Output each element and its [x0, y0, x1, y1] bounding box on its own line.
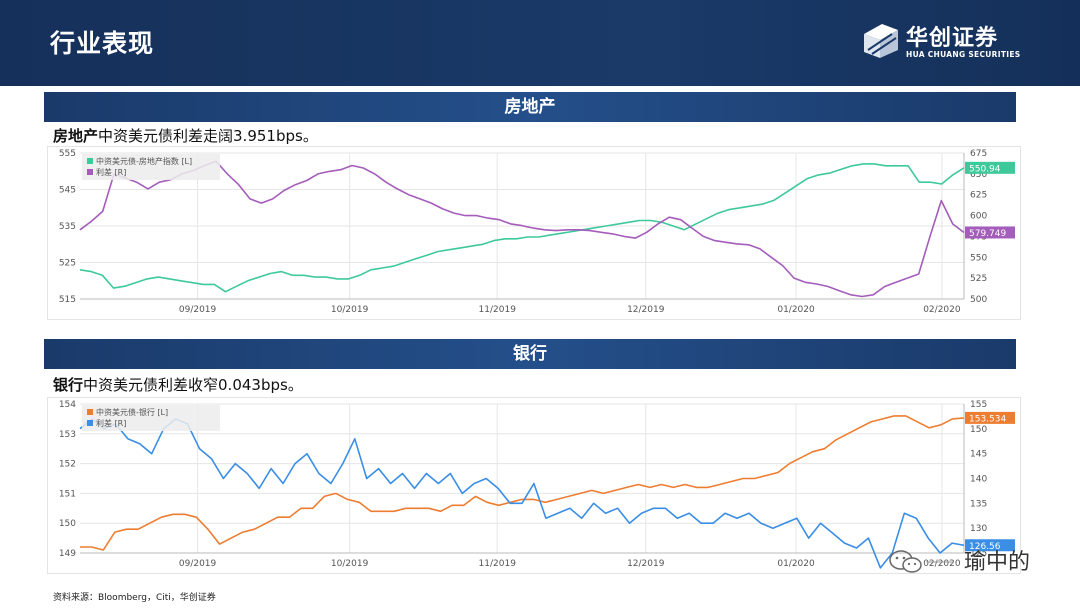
legend-swatch-1 [87, 420, 93, 426]
x-tick-label: 12/2019 [627, 305, 665, 315]
logo-text-cn: 华创证券 [906, 26, 999, 51]
page-title: 行业表现 [50, 29, 155, 58]
series-line-0 [80, 415, 965, 551]
y-left-tick-label: 555 [59, 149, 76, 159]
series-line-1 [79, 160, 965, 298]
legend: 中资美元债-银行 [L]利差 [R] [82, 405, 220, 431]
y-left-tick-label: 545 [59, 186, 76, 196]
y-right-tick-label: 525 [970, 274, 987, 284]
chart-bank-svg: 149 150 151 152 153 154 125 130 135 140 145 150 155 0… [59, 400, 1015, 569]
y-left-tick-label: 153 [59, 430, 76, 440]
last-value-label: 579.749 [969, 229, 1006, 239]
x-tick-label: 09/2019 [179, 559, 217, 569]
x-tick-label: 12/2019 [627, 559, 665, 569]
x-tick-label: 02/2020 [923, 305, 961, 315]
y-right-tick-label: 125 [970, 549, 987, 559]
y-left-tick-label: 152 [59, 460, 76, 470]
legend: 中资美元债-房地产指数 [L]利差 [R] [82, 154, 220, 180]
logo-text-en: HUA CHUANG SECURITIES [906, 50, 1021, 59]
legend-box [82, 405, 220, 431]
header-bar: 行业表现 华创证券 HUA CHUANG SECURITIES [0, 0, 1080, 86]
y-left-tick-label: 149 [59, 549, 76, 559]
chart-real-estate: 5155255355455555005255505756006256506750… [47, 146, 1021, 320]
source-note: 资料来源：Bloomberg，Citi，华创证券 [53, 593, 216, 603]
y-right-tick-label: 500 [970, 295, 987, 305]
y-right-tick-label: 155 [970, 400, 987, 410]
y-right-tick-label: 550 [970, 253, 987, 263]
chart-real-estate-svg: 5155255355455555005255505756006256506750… [59, 149, 1015, 315]
caption-bold: 银行 [53, 376, 84, 394]
y-right-tick-label: 650 [970, 170, 987, 180]
company-logo: 华创证券 HUA CHUANG SECURITIES [862, 20, 1032, 64]
caption-real-estate: 房地产中资美元债利差走阔3.951bps。 [53, 125, 318, 146]
y-right-tick-label: 600 [970, 212, 987, 222]
wechat-icon [889, 550, 954, 573]
x-tick-label: 02/2020 [923, 559, 961, 569]
chart-bank: 149 150 151 152 153 154 125 130 135 140 145 150 155 0… [47, 397, 1021, 574]
legend-swatch-0 [87, 158, 93, 164]
y-left-tick-label: 525 [59, 259, 76, 269]
caption-text: 中资美元债利差走阔3.951bps。 [98, 127, 318, 145]
x-tick-label: 01/2020 [777, 305, 815, 315]
y-right-tick-label: 675 [970, 149, 987, 159]
y-right-tick-label: 140 [970, 475, 987, 485]
x-tick-label: 11/2019 [479, 559, 517, 569]
y-left-tick-label: 151 [59, 489, 76, 499]
x-tick-label: 10/2019 [331, 305, 369, 315]
last-value-label: 126.56 [969, 542, 1001, 552]
y-right-tick-label: 150 [970, 425, 987, 435]
logo-icon [864, 24, 898, 58]
legend-label-1: 利差 [R] [96, 167, 126, 177]
y-right-tick-label: 625 [970, 191, 987, 201]
section-band-bank: 银行 [44, 339, 1016, 369]
legend-swatch-1 [87, 169, 93, 175]
section-band-real-estate: 房地产 [44, 92, 1016, 122]
legend-label-1: 利差 [R] [96, 418, 126, 428]
x-tick-label: 01/2020 [777, 559, 815, 569]
series-line-1 [79, 418, 965, 569]
x-tick-label: 09/2019 [179, 305, 217, 315]
legend-label-0: 中资美元债-银行 [L] [96, 407, 168, 417]
y-right-tick-label: 145 [970, 450, 987, 460]
caption-bold: 房地产 [53, 127, 99, 145]
y-left-tick-label: 515 [59, 295, 76, 305]
y-right-tick-label: 130 [970, 524, 987, 534]
y-right-tick-label: 135 [970, 499, 987, 509]
y-left-tick-label: 150 [59, 519, 76, 529]
x-tick-label: 11/2019 [479, 305, 517, 315]
legend-box [82, 154, 220, 180]
watermark-text: 瑜中的 [964, 550, 1031, 575]
last-value-tag [965, 539, 1015, 552]
legend-label-0: 中资美元债-房地产指数 [L] [96, 156, 192, 166]
caption-text: 中资美元债利差收窄0.043bps。 [83, 376, 303, 394]
last-value-label: 550.94 [969, 164, 1001, 174]
y-left-tick-label: 535 [59, 222, 76, 232]
series-line-0 [79, 163, 965, 293]
last-value-tag [965, 226, 1015, 239]
x-tick-label: 10/2019 [331, 559, 369, 569]
caption-bank: 银行中资美元债利差收窄0.043bps。 [53, 374, 303, 395]
last-value-label: 153.534 [969, 414, 1006, 424]
last-value-tag [965, 411, 1015, 424]
last-value-tag [965, 161, 1015, 174]
legend-swatch-0 [87, 409, 93, 415]
y-left-tick-label: 154 [59, 400, 76, 410]
